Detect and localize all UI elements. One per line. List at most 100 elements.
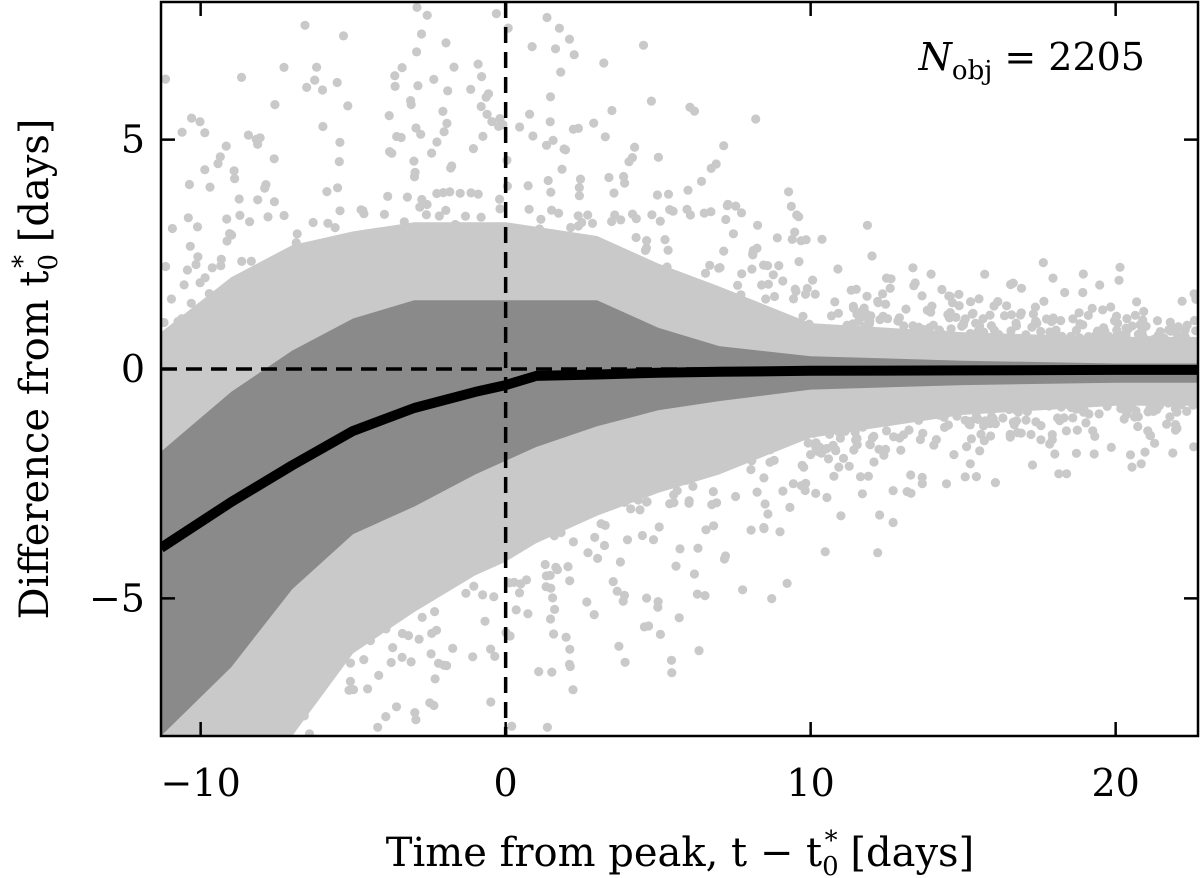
scatter-point xyxy=(716,303,726,313)
scatter-point xyxy=(612,264,623,274)
scatter-point xyxy=(308,217,318,228)
scatter-point xyxy=(962,442,972,452)
scatter-point xyxy=(822,395,833,405)
scatter-point xyxy=(897,400,907,410)
scatter-point xyxy=(425,253,435,263)
scatter-point xyxy=(868,349,879,359)
scatter-point xyxy=(917,291,927,301)
scatter-point xyxy=(304,656,314,666)
scatter-point xyxy=(605,294,615,304)
scatter-point xyxy=(723,338,733,348)
scatter-point xyxy=(660,235,670,245)
scatter-point xyxy=(806,450,816,460)
scatter-point xyxy=(229,166,239,176)
scatter-point xyxy=(857,408,867,418)
scatter-point xyxy=(548,135,558,145)
scatter-point xyxy=(397,652,407,663)
scatter-point xyxy=(954,345,964,355)
scatter-point xyxy=(279,62,289,72)
scatter-point xyxy=(946,403,956,413)
x-axis-label-sup: * xyxy=(825,826,838,856)
scatter-point xyxy=(772,233,782,243)
scatter-point xyxy=(685,102,695,112)
scatter-point xyxy=(908,321,918,331)
scatter-point xyxy=(1071,448,1081,458)
scatter-point xyxy=(482,109,492,119)
scatter-point xyxy=(540,559,550,570)
scatter-point xyxy=(241,676,251,686)
scatter-point xyxy=(967,309,977,319)
scatter-point xyxy=(1103,387,1113,398)
scatter-point xyxy=(788,294,799,304)
scatter-point xyxy=(643,432,653,442)
scatter-point xyxy=(1013,338,1023,348)
scatter-point xyxy=(1071,404,1081,414)
scatter-point xyxy=(1165,317,1175,327)
scatter-point xyxy=(364,555,374,565)
scatter-point xyxy=(725,442,735,452)
scatter-point xyxy=(845,336,855,347)
scatter-point xyxy=(626,457,637,467)
scatter-point xyxy=(902,347,912,357)
scatter-point xyxy=(1002,301,1012,311)
scatter-point xyxy=(173,352,183,362)
scatter-point xyxy=(284,332,295,342)
scatter-point xyxy=(1078,320,1088,330)
scatter-point xyxy=(373,722,383,732)
scatter-point xyxy=(412,536,422,546)
scatter-point xyxy=(734,297,744,307)
scatter-point xyxy=(434,211,444,221)
scatter-point xyxy=(263,212,273,222)
scatter-point xyxy=(473,238,483,248)
scatter-point xyxy=(313,580,323,590)
scatter-point xyxy=(1114,275,1124,285)
scatter-point xyxy=(1089,449,1099,459)
scatter-point xyxy=(836,511,846,521)
scatter-point xyxy=(253,195,263,205)
scatter-point xyxy=(926,269,936,279)
x-tick-label: 20 xyxy=(1091,761,1139,805)
scatter-point xyxy=(637,530,648,541)
scatter-point xyxy=(468,502,478,512)
scatter-point xyxy=(478,500,488,510)
scatter-point xyxy=(695,405,705,415)
scatter-point xyxy=(1191,326,1198,336)
scatter-point xyxy=(1028,309,1038,319)
scatter-point xyxy=(566,222,576,233)
scatter-point xyxy=(817,234,827,244)
scatter-point xyxy=(866,311,876,321)
scatter-point xyxy=(422,261,433,271)
scatter-point xyxy=(859,303,869,313)
scatter-point xyxy=(1021,349,1031,359)
scatter-point xyxy=(608,577,618,587)
scatter-point xyxy=(573,221,583,231)
scatter-point xyxy=(372,560,382,570)
scatter-point xyxy=(200,165,210,175)
scatter-point xyxy=(1102,401,1112,411)
scatter-point xyxy=(404,225,414,235)
scatter-point xyxy=(574,183,584,193)
scatter-point xyxy=(241,325,251,335)
scatter-point xyxy=(490,651,500,662)
scatter-point xyxy=(827,404,837,414)
scatter-point xyxy=(1096,389,1106,399)
scatter-point xyxy=(221,690,232,700)
scatter-point xyxy=(1170,425,1181,435)
scatter-point xyxy=(1188,400,1198,410)
scatter-point xyxy=(878,289,888,299)
scatter-point xyxy=(412,2,422,12)
scatter-point xyxy=(353,615,363,626)
scatter-point xyxy=(281,624,291,634)
scatter-point xyxy=(402,192,412,202)
scatter-point xyxy=(210,391,220,401)
scatter-point xyxy=(442,118,452,128)
scatter-point xyxy=(794,212,804,222)
scatter-point xyxy=(863,471,874,481)
scatter-point xyxy=(541,140,552,150)
scatter-point xyxy=(731,201,741,211)
scatter-point xyxy=(1079,400,1089,410)
scatter-point xyxy=(763,279,774,289)
scatter-point xyxy=(480,616,490,626)
scatter-point xyxy=(641,243,652,253)
scatter-point xyxy=(662,262,672,272)
